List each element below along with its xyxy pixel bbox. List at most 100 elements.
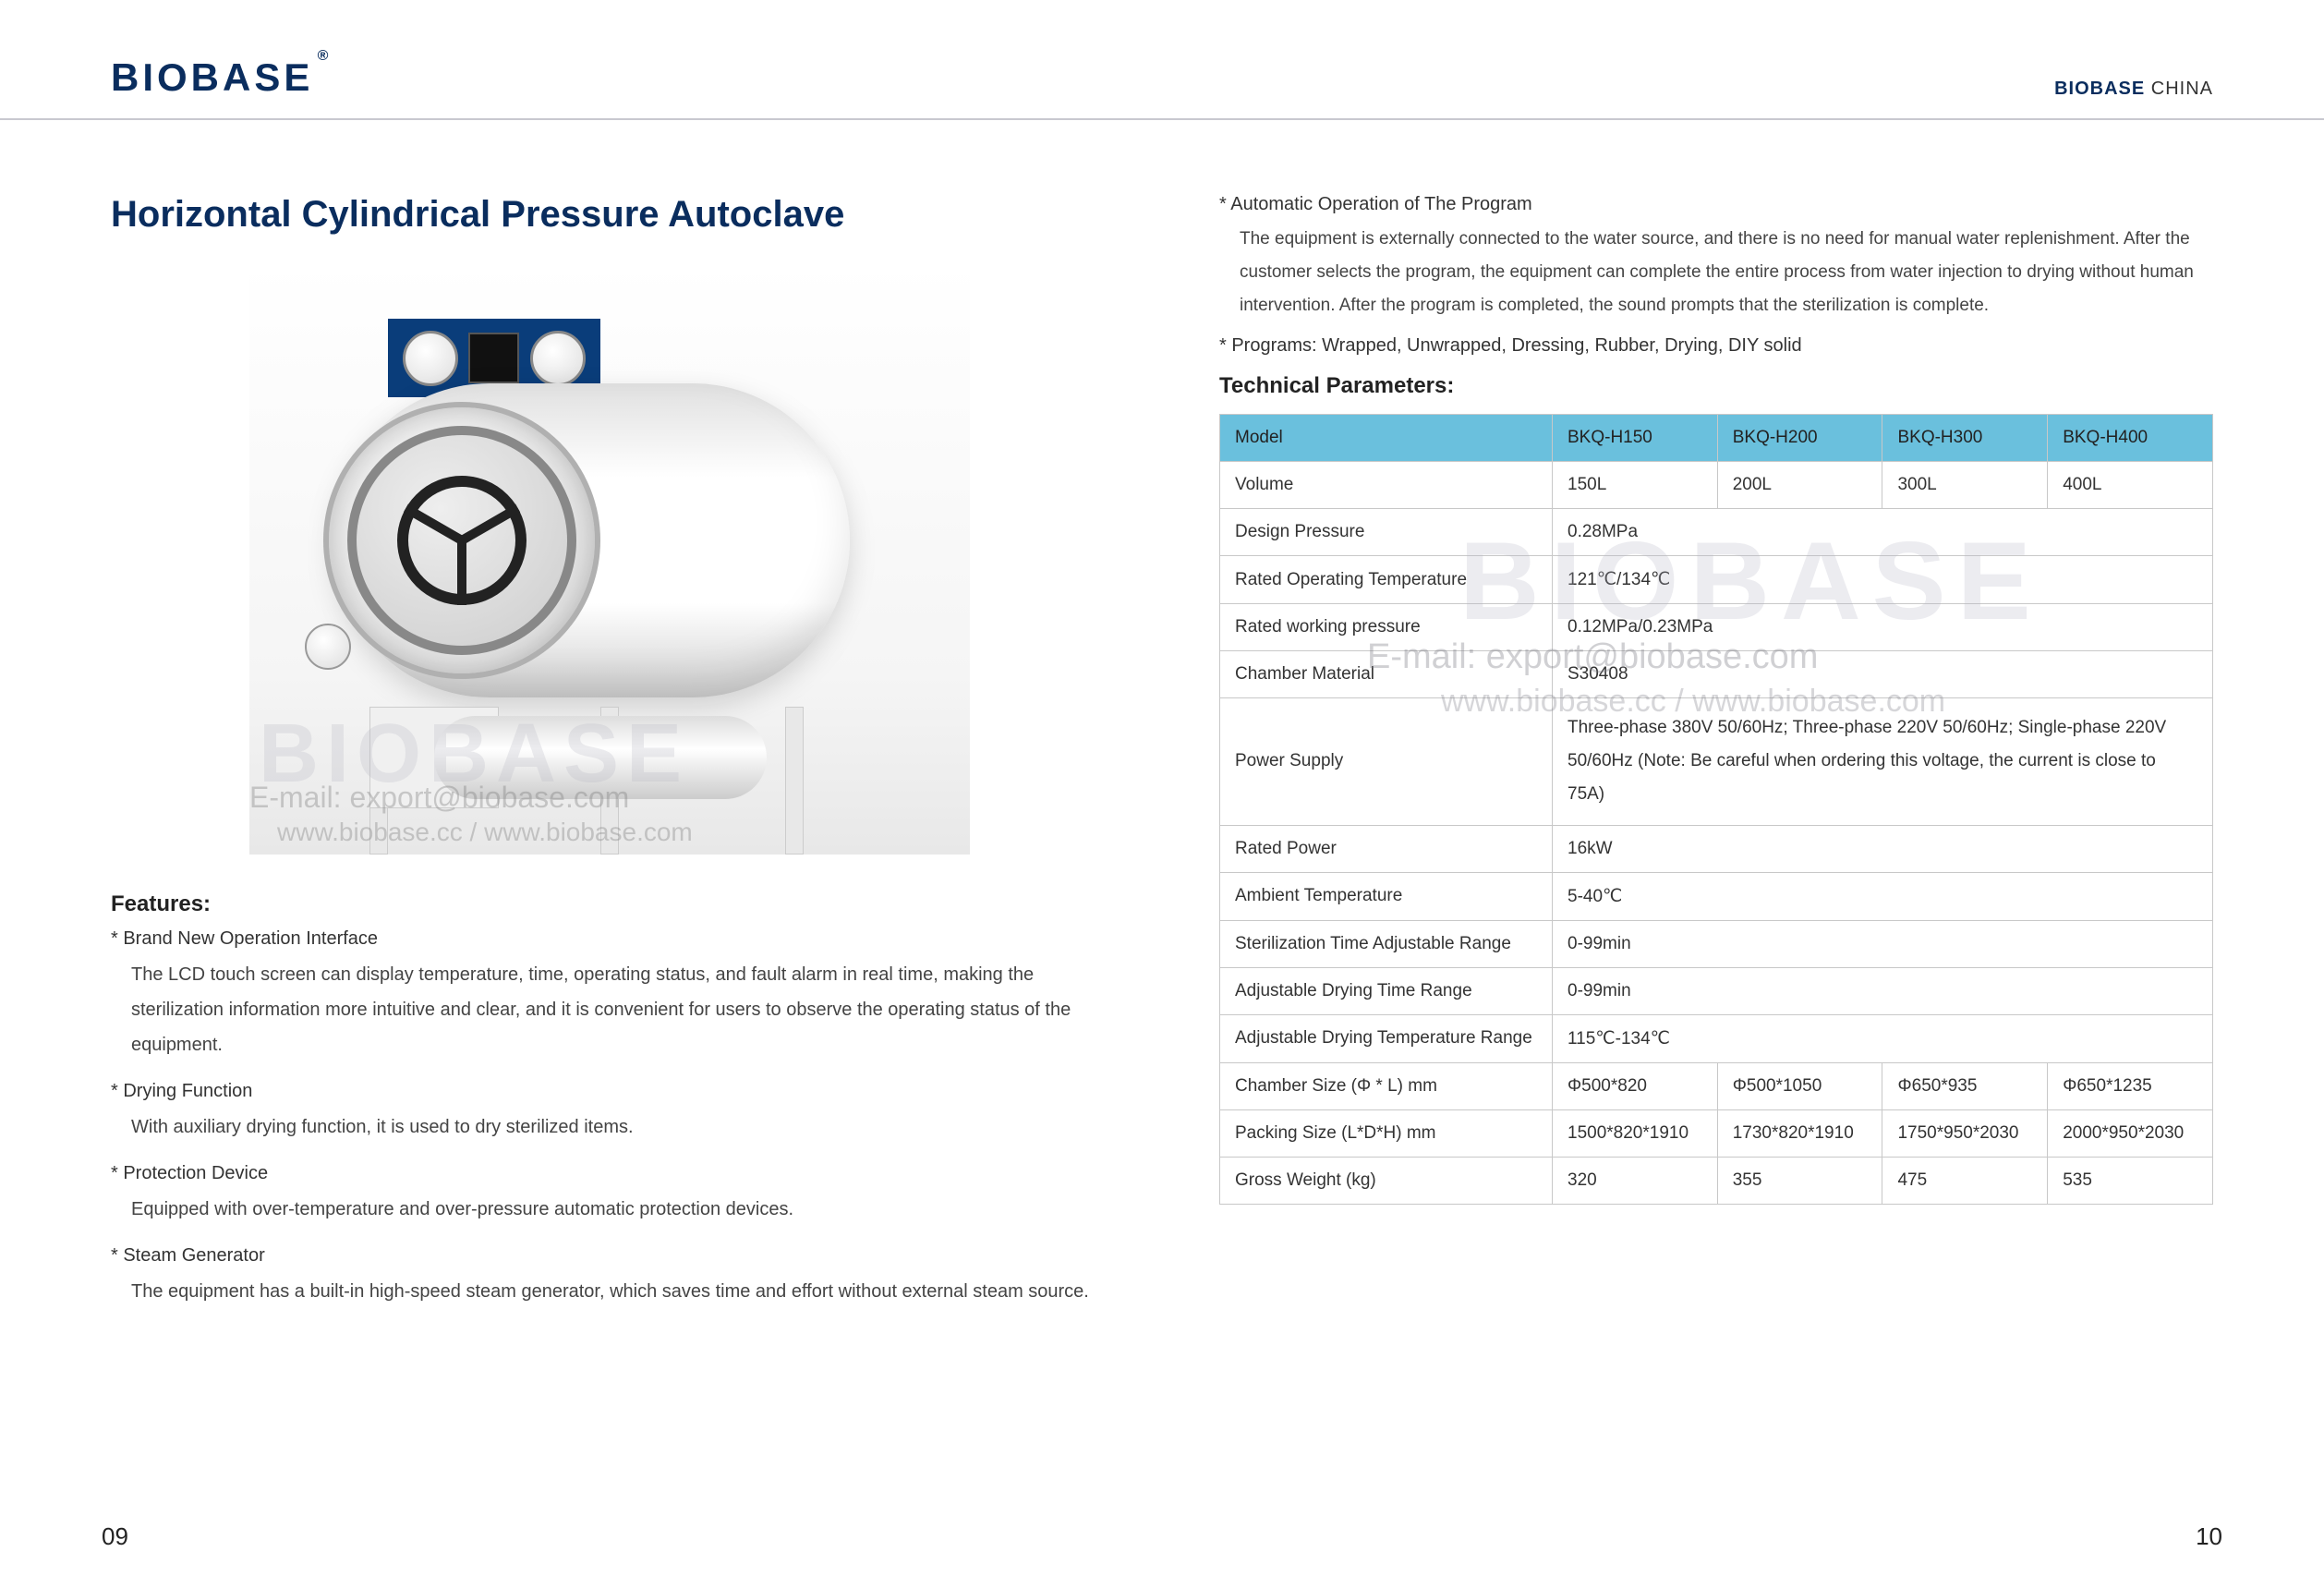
watermark-sites: www.biobase.cc / www.biobase.com: [277, 818, 693, 847]
table-header-row: ModelBKQ-H150BKQ-H200BKQ-H300BKQ-H400: [1220, 415, 2213, 462]
feature-body: The equipment has a built-in high-speed …: [111, 1274, 1108, 1309]
left-column: Horizontal Cylindrical Pressure Autoclav…: [111, 194, 1108, 1327]
table-row-label: Chamber Size (Φ * L) mm: [1220, 1062, 1553, 1109]
table-cell: S30408: [1553, 651, 2213, 698]
page-number-left: 09: [102, 1522, 128, 1551]
frame-leg: [785, 707, 804, 855]
brand-bold: BIOBASE: [2054, 79, 2145, 99]
feature-head: Brand New Operation Interface: [111, 928, 1108, 950]
table-cell: Φ650*935: [1882, 1062, 2048, 1109]
gauge-icon: [530, 331, 586, 386]
table-cell: 355: [1717, 1157, 1882, 1204]
table-row: Packing Size (L*D*H) mm1500*820*19101730…: [1220, 1109, 2213, 1157]
table-cell: Three-phase 380V 50/60Hz; Three-phase 22…: [1553, 698, 2213, 825]
table-cell: 2000*950*2030: [2048, 1109, 2213, 1157]
table-row-label: Chamber Material: [1220, 651, 1553, 698]
table-body: Volume150L200L300L400LDesign Pressure0.2…: [1220, 462, 2213, 1204]
table-row: Rated Operating Temperature121℃/134℃: [1220, 556, 2213, 604]
feature-head: Steam Generator: [111, 1245, 1108, 1267]
table-row-label: Packing Size (L*D*H) mm: [1220, 1109, 1553, 1157]
table-row-label: Sterilization Time Adjustable Range: [1220, 920, 1553, 967]
table-cell: 300L: [1882, 462, 2048, 509]
logo-trademark: ®: [318, 48, 333, 65]
table-cell: 16kW: [1553, 825, 2213, 872]
table-row: Adjustable Drying Time Range0-99min: [1220, 967, 2213, 1014]
feature-head: Drying Function: [111, 1081, 1108, 1102]
feature-item: Brand New Operation Interface The LCD tou…: [111, 928, 1108, 1062]
table-cell: 0-99min: [1553, 967, 2213, 1014]
table-row-label: Adjustable Drying Time Range: [1220, 967, 1553, 1014]
table-row: Adjustable Drying Temperature Range115℃-…: [1220, 1014, 2213, 1062]
spoke: [404, 504, 465, 545]
feature-head: Automatic Operation of The Program: [1219, 194, 2213, 215]
feature-item: Automatic Operation of The Program The eq…: [1219, 194, 2213, 322]
table-cell: 0.28MPa: [1553, 509, 2213, 556]
table-cell: 0-99min: [1553, 920, 2213, 967]
table-cell: 200L: [1717, 462, 1882, 509]
side-gauge-icon: [305, 624, 351, 670]
page-title: Horizontal Cylindrical Pressure Autoclav…: [111, 194, 1108, 236]
product-image: BIOBASE E-mail: export@biobase.com www.b…: [249, 263, 970, 855]
wheel-icon: [397, 476, 527, 605]
table-row-label: Rated Power: [1220, 825, 1553, 872]
table-row-label: Rated working pressure: [1220, 604, 1553, 651]
feature-item: Drying Function With auxiliary drying fun…: [111, 1081, 1108, 1145]
autoclave-door: [323, 402, 600, 679]
right-column: Automatic Operation of The Program The eq…: [1219, 194, 2213, 1327]
table-row: Gross Weight (kg)320355475535: [1220, 1157, 2213, 1204]
table-header-cell: BKQ-H200: [1717, 415, 1882, 462]
page-number-right: 10: [2196, 1522, 2222, 1551]
table-cell: 475: [1882, 1157, 2048, 1204]
table-cell: 0.12MPa/0.23MPa: [1553, 604, 2213, 651]
table-row: Sterilization Time Adjustable Range0-99m…: [1220, 920, 2213, 967]
table-cell: 1500*820*1910: [1553, 1109, 1718, 1157]
table-row-label: Rated Operating Temperature: [1220, 556, 1553, 604]
gauge-icon: [403, 331, 458, 386]
feature-body: The equipment is externally connected to…: [1219, 223, 2213, 322]
feature-body: The LCD touch screen can display tempera…: [111, 957, 1108, 1062]
table-row-label: Volume: [1220, 462, 1553, 509]
table-cell: 121℃/134℃: [1553, 556, 2213, 604]
table-header-cell: BKQ-H300: [1882, 415, 2048, 462]
logo: BIOBASE®: [111, 55, 313, 100]
table-cell: 400L: [2048, 462, 2213, 509]
table-row: Power SupplyThree-phase 380V 50/60Hz; Th…: [1220, 698, 2213, 825]
right-features-list: Automatic Operation of The Program The eq…: [1219, 194, 2213, 357]
table-row-label: Design Pressure: [1220, 509, 1553, 556]
feature-item: Protection DeviceEquipped with over-temp…: [111, 1163, 1108, 1227]
table-cell: Φ650*1235: [2048, 1062, 2213, 1109]
table-cell: 115℃-134℃: [1553, 1014, 2213, 1062]
content-area: Horizontal Cylindrical Pressure Autoclav…: [0, 120, 2324, 1327]
features-list: Brand New Operation Interface The LCD tou…: [111, 928, 1108, 1309]
feature-item: Steam Generator The equipment has a built…: [111, 1245, 1108, 1309]
table-cell: 1730*820*1910: [1717, 1109, 1882, 1157]
table-row-label: Ambient Temperature: [1220, 872, 1553, 920]
screen-icon: [468, 333, 519, 383]
feature-head: Programs: Wrapped, Unwrapped, Dressing, …: [1219, 335, 2213, 357]
brand-light: CHINA: [2145, 79, 2213, 99]
tech-params-title: Technical Parameters:: [1219, 373, 2213, 399]
table-header-cell: BKQ-H150: [1553, 415, 1718, 462]
brand-right: BIOBASE CHINA: [2054, 79, 2213, 100]
features-title: Features:: [111, 891, 1108, 917]
table-row-label: Power Supply: [1220, 698, 1553, 825]
table-row-label: Adjustable Drying Temperature Range: [1220, 1014, 1553, 1062]
table-cell: 320: [1553, 1157, 1718, 1204]
page-header: BIOBASE® BIOBASE CHINA: [0, 0, 2324, 120]
feature-item: Programs: Wrapped, Unwrapped, Dressing, …: [1219, 335, 2213, 357]
table-cell: 5-40℃: [1553, 872, 2213, 920]
logo-text: BIOBASE: [111, 55, 313, 99]
door-inner: [347, 426, 576, 655]
table-row: Rated Power16kW: [1220, 825, 2213, 872]
table-row: Chamber MaterialS30408: [1220, 651, 2213, 698]
spoke: [460, 504, 521, 545]
table-cell: 1750*950*2030: [1882, 1109, 2048, 1157]
table-row-label: Gross Weight (kg): [1220, 1157, 1553, 1204]
feature-body: With auxiliary drying function, it is us…: [111, 1109, 1108, 1145]
table-row: Ambient Temperature5-40℃: [1220, 872, 2213, 920]
watermark-email: E-mail: export@biobase.com: [249, 781, 629, 815]
table-row: Chamber Size (Φ * L) mmΦ500*820Φ500*1050…: [1220, 1062, 2213, 1109]
table-row: Volume150L200L300L400L: [1220, 462, 2213, 509]
table-header-cell: Model: [1220, 415, 1553, 462]
spec-table: ModelBKQ-H150BKQ-H200BKQ-H300BKQ-H400 Vo…: [1219, 414, 2213, 1204]
